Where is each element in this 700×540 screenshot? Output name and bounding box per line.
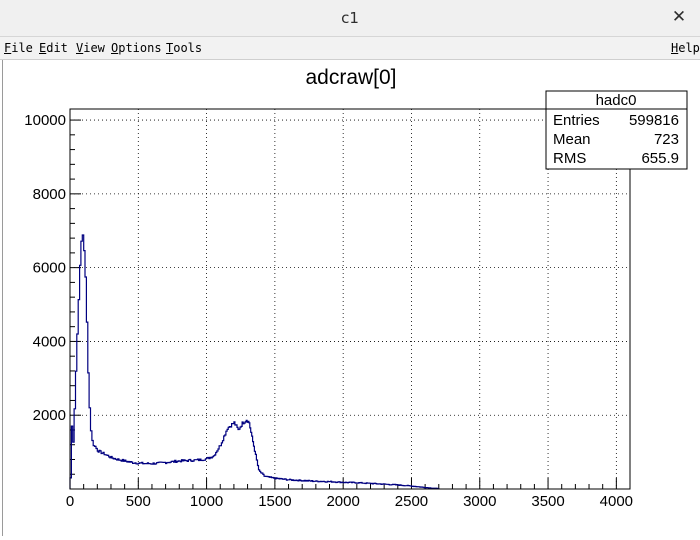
menu-bar: File Edit View Options Tools Help (0, 37, 700, 60)
histogram-plot[interactable]: adcraw[0] 0 500 1000 1500 2000 2500 3000 3500 40… (3, 60, 699, 536)
y-tick-label: 8000 (33, 186, 66, 203)
stats-title: hadc0 (596, 92, 637, 109)
x-tick-label: 1000 (190, 493, 223, 510)
y-tick-label: 4000 (33, 333, 66, 350)
stats-box-frame (545, 90, 688, 170)
menu-view[interactable]: View (76, 41, 105, 55)
window-titlebar[interactable]: c1 ✕ (0, 0, 700, 37)
menu-edit[interactable]: Edit (39, 41, 68, 55)
stats-entries-value: 599816 (629, 112, 679, 129)
stats-rms-value: 655.9 (641, 150, 679, 167)
y-tick-labels: 2000 4000 6000 8000 10000 (24, 112, 66, 424)
x-tick-label: 4000 (600, 493, 633, 510)
menu-options[interactable]: Options (111, 41, 162, 55)
stats-mean-value: 723 (654, 131, 679, 148)
y-tick-label: 6000 (33, 260, 66, 277)
x-tick-label: 2500 (395, 493, 428, 510)
x-tick-labels: 0 500 1000 1500 2000 2500 3000 3500 4000 (66, 493, 633, 510)
x-tick-label: 0 (66, 493, 74, 510)
x-tick-label: 1500 (258, 493, 291, 510)
root-canvas[interactable]: adcraw[0] 0 500 1000 1500 2000 2500 3000 3500 40… (2, 60, 699, 536)
y-tick-label: 10000 (24, 112, 66, 129)
menu-help[interactable]: Help (671, 41, 700, 55)
close-icon[interactable]: ✕ (671, 7, 687, 27)
menu-tools[interactable]: Tools (166, 41, 203, 55)
window-title: c1 (341, 9, 359, 27)
histogram-line (69, 234, 440, 490)
menu-file[interactable]: File (4, 41, 33, 55)
x-tick-label: 3000 (463, 493, 496, 510)
plot-title: adcraw[0] (305, 66, 396, 89)
x-tick-label: 500 (126, 493, 151, 510)
x-tick-label: 3500 (531, 493, 564, 510)
stats-mean-label: Mean (553, 131, 591, 148)
grid-lines (70, 109, 630, 489)
stats-entries-label: Entries (553, 112, 600, 129)
plot-frame (69, 108, 631, 490)
stats-rms-label: RMS (553, 150, 586, 167)
stats-box[interactable]: hadc0 Entries 599816 Mean 723 RMS 655.9 (545, 90, 688, 170)
x-tick-label: 2000 (326, 493, 359, 510)
y-tick-label: 2000 (33, 407, 66, 424)
